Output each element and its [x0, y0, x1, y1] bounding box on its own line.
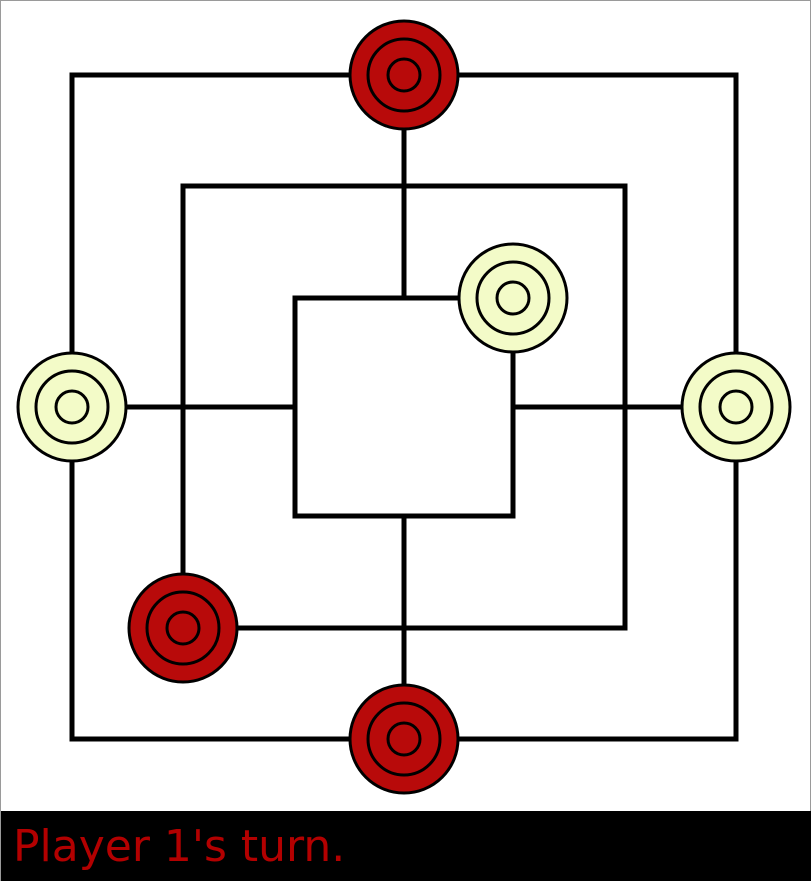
player1-piece[interactable] [127, 572, 239, 684]
board-point-inner-middle-right[interactable] [491, 385, 535, 429]
board-point-inner-top-middle[interactable] [382, 276, 426, 320]
board-point-middle-middle-right[interactable] [603, 385, 647, 429]
board-point-inner-bottom-right[interactable] [491, 494, 535, 538]
board-point-outer-top-left[interactable] [50, 53, 94, 97]
mill-board [16, 19, 792, 795]
board-point-middle-bottom-middle[interactable] [382, 606, 426, 650]
player2-piece[interactable] [16, 351, 128, 463]
board-point-middle-top-right[interactable] [603, 164, 647, 208]
board-point-middle-middle-left[interactable] [161, 385, 205, 429]
board-point-outer-bottom-left[interactable] [50, 717, 94, 761]
player1-piece[interactable] [348, 683, 460, 795]
board-point-inner-middle-left[interactable] [273, 385, 317, 429]
turn-status-text: Player 1's turn. [13, 821, 346, 872]
board-point-inner-top-left[interactable] [273, 276, 317, 320]
board-point-outer-top-right[interactable] [714, 53, 758, 97]
player2-piece[interactable] [680, 351, 792, 463]
board-point-outer-bottom-right[interactable] [714, 717, 758, 761]
player2-piece[interactable] [457, 242, 569, 354]
board-point-middle-top-left[interactable] [161, 164, 205, 208]
board-pieces [16, 19, 792, 795]
status-bar: Player 1's turn. [1, 811, 811, 881]
board-point-inner-bottom-left[interactable] [273, 494, 317, 538]
board-point-middle-top-middle[interactable] [382, 164, 426, 208]
board-point-inner-bottom-middle[interactable] [382, 494, 426, 538]
player1-piece[interactable] [348, 19, 460, 131]
board-point-middle-bottom-right[interactable] [603, 606, 647, 650]
